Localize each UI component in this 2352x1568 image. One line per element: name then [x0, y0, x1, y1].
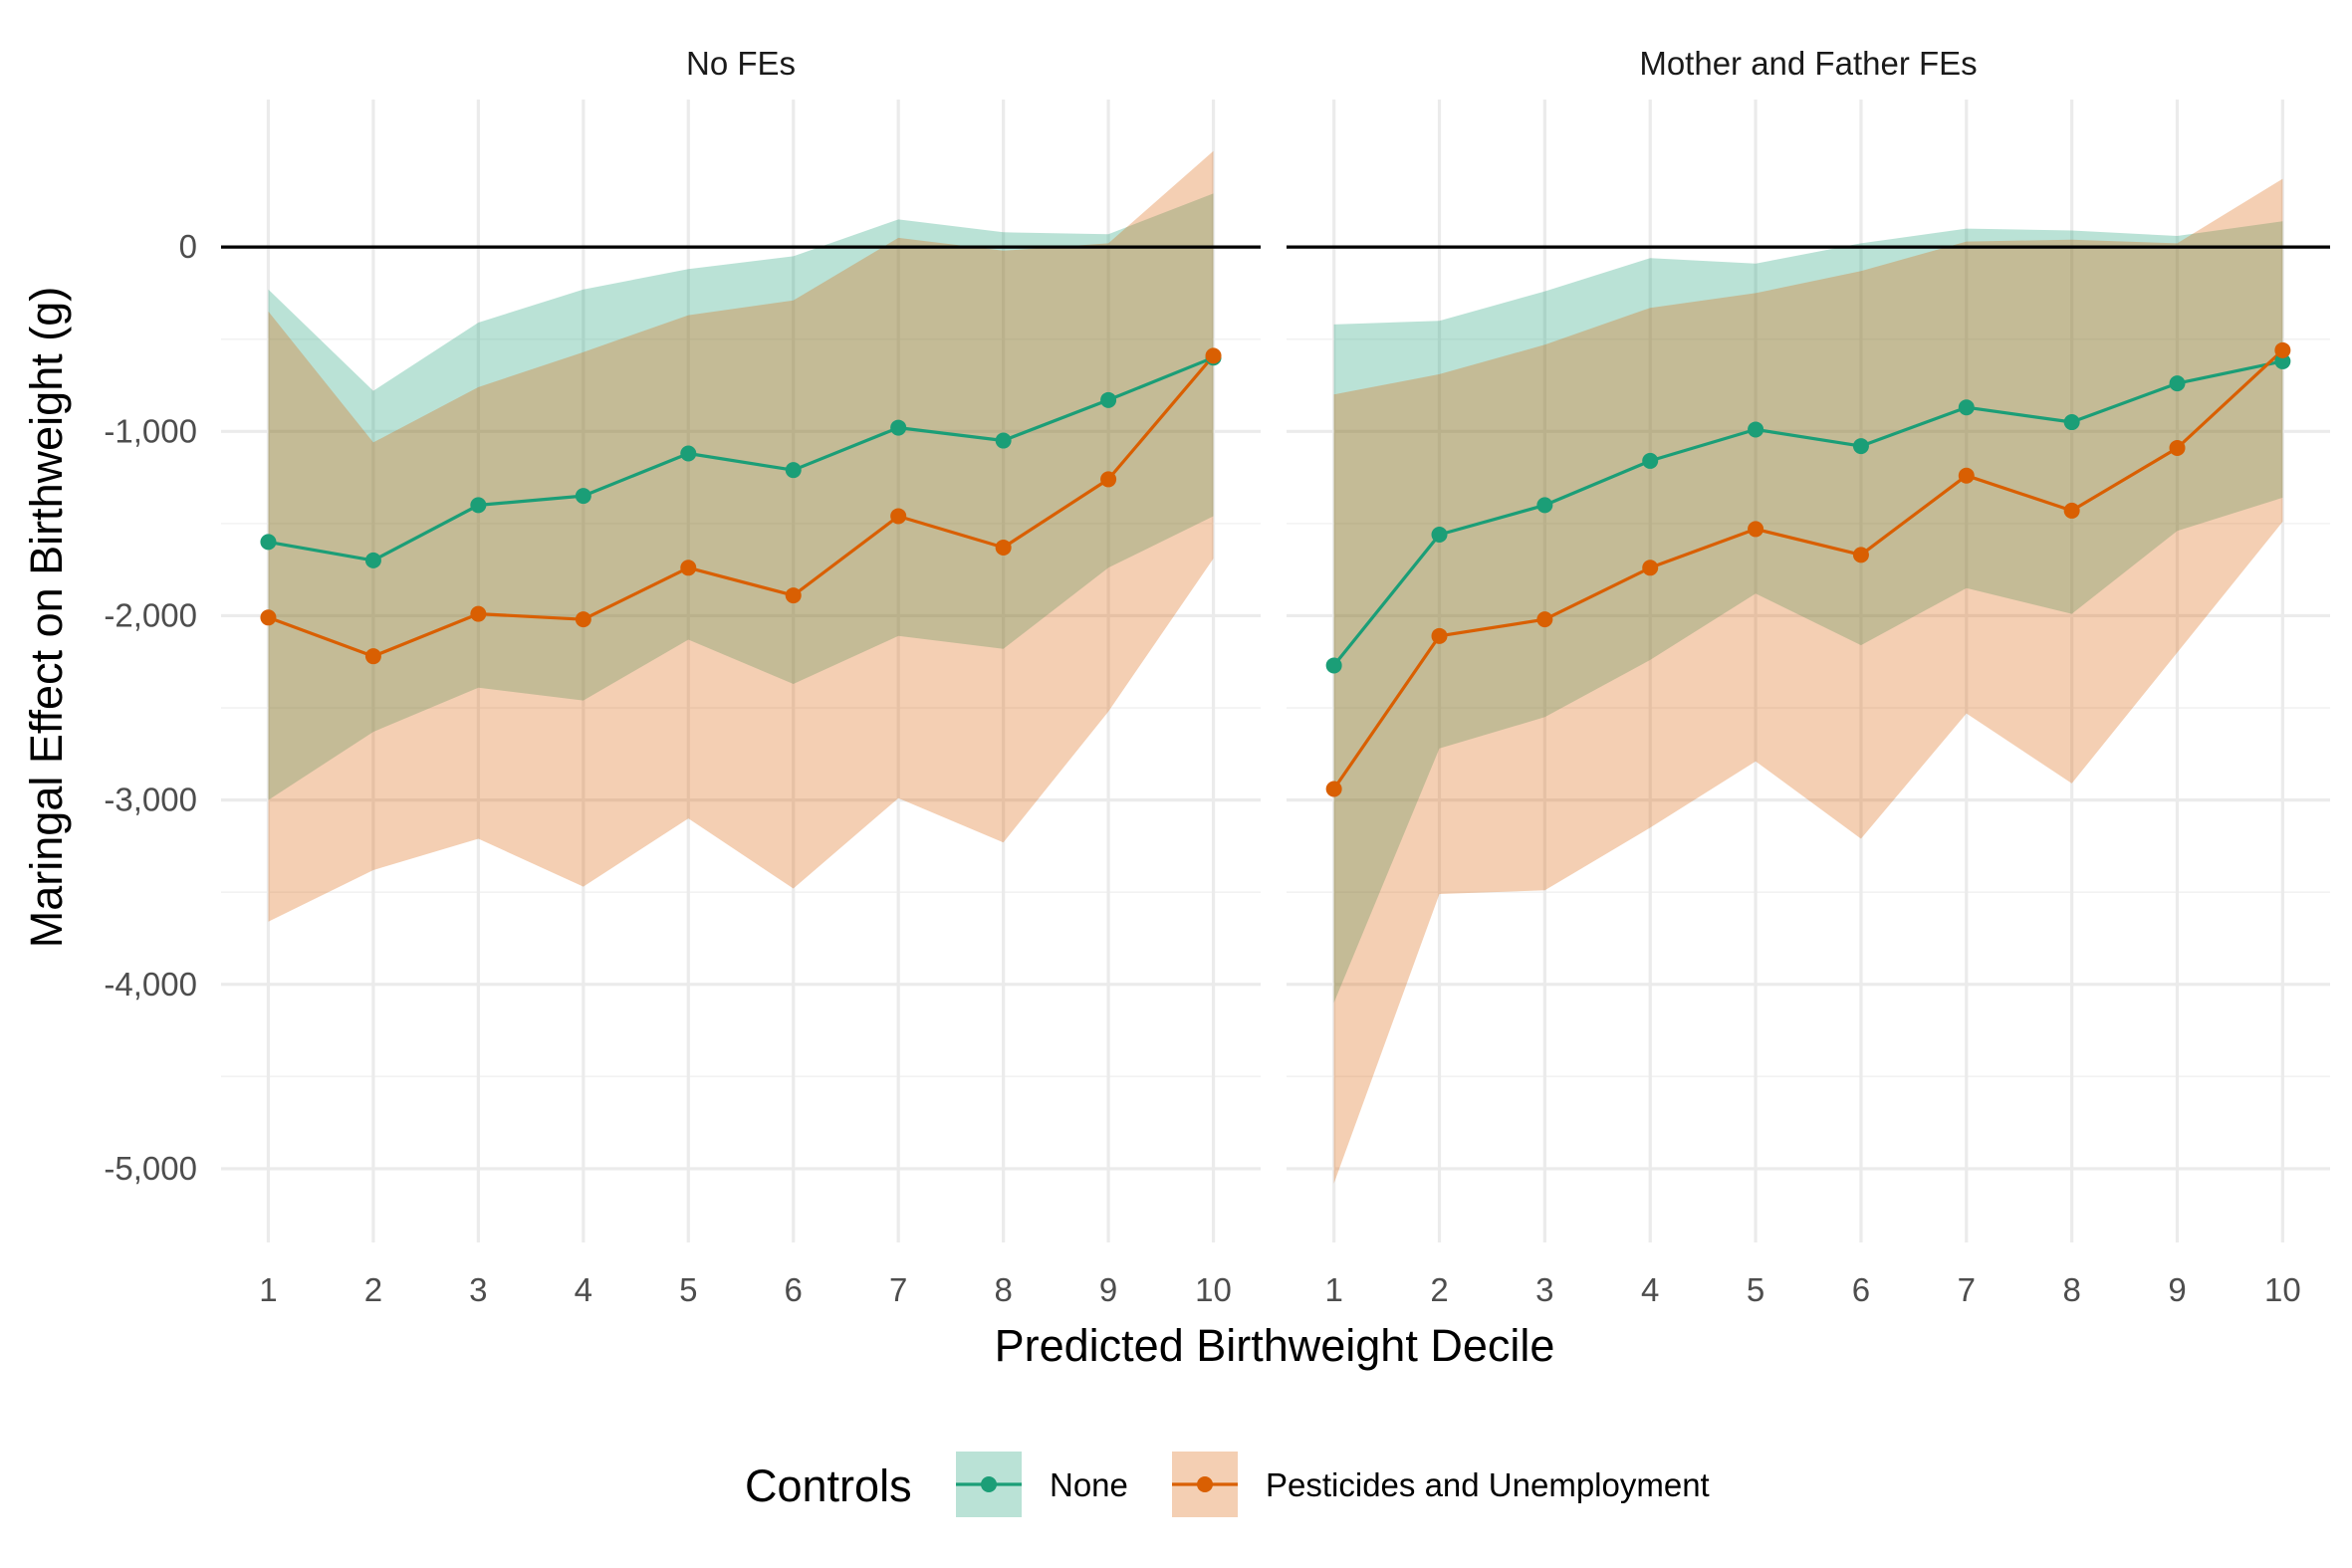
data-point-none	[1748, 421, 1764, 438]
ribbon-none	[268, 193, 1214, 800]
data-point-none	[1642, 452, 1659, 469]
x-tick-label: 4	[1641, 1271, 1659, 1308]
x-tick-label: 8	[2062, 1271, 2080, 1308]
x-tick-label: 5	[679, 1271, 697, 1308]
y-tick-label: -5,000	[104, 1150, 197, 1187]
x-tick-label: 3	[1535, 1271, 1553, 1308]
data-point-none	[470, 497, 487, 514]
data-point-pesticides-and-unemployment	[680, 560, 697, 576]
x-tick-label: 3	[469, 1271, 487, 1308]
y-axis-ticks: 0 -1,000 -2,000 -3,000 -4,000 -5,000	[104, 228, 197, 1187]
data-point-none	[1325, 657, 1342, 674]
x-tick-label: 6	[785, 1271, 803, 1308]
data-point-pesticides-and-unemployment	[2063, 502, 2080, 519]
data-point-pesticides-and-unemployment	[1100, 471, 1117, 488]
x-tick-label: 8	[994, 1271, 1012, 1308]
legend-key-pesticides	[1172, 1452, 1238, 1517]
x-tick-label: 9	[1099, 1271, 1117, 1308]
data-point-none	[260, 534, 277, 551]
legend-label-pesticides: Pesticides and Unemployment	[1266, 1466, 1710, 1503]
series-line-pesticides-and-unemployment	[1332, 348, 2284, 790]
data-point-none	[1536, 497, 1553, 514]
data-point-none	[785, 462, 802, 479]
data-point-none	[2063, 414, 2080, 431]
panel-title: No FEs	[686, 45, 796, 82]
x-tick-label: 7	[1958, 1271, 1976, 1308]
data-point-pesticides-and-unemployment	[1642, 560, 1659, 576]
data-point-none	[1852, 438, 1869, 455]
data-point-none	[890, 419, 907, 436]
ribbon-pesticides-and-unemployment	[268, 150, 1214, 922]
x-tick-label: 10	[1195, 1271, 1232, 1308]
data-point-pesticides-and-unemployment	[1325, 781, 1342, 797]
data-point-none	[2274, 352, 2291, 369]
data-point-pesticides-and-unemployment	[1748, 521, 1764, 538]
data-point-pesticides-and-unemployment	[575, 611, 591, 628]
data-point-pesticides-and-unemployment	[2274, 341, 2291, 358]
legend-key-pesticides-point	[1197, 1476, 1213, 1492]
data-point-pesticides-and-unemployment	[1431, 627, 1448, 644]
y-axis-title: Maringal Effect on Birthweight (g)	[21, 287, 72, 948]
x-tick-label: 1	[259, 1271, 277, 1308]
legend-label-none: None	[1050, 1466, 1128, 1503]
x-tick-label: 10	[2264, 1271, 2301, 1308]
data-point-pesticides-and-unemployment	[785, 587, 802, 604]
data-point-pesticides-and-unemployment	[1958, 467, 1975, 484]
x-tick-label: 2	[1430, 1271, 1448, 1308]
x-tick-label: 9	[2168, 1271, 2186, 1308]
series-line-none	[268, 355, 1215, 562]
data-point-pesticides-and-unemployment	[890, 508, 907, 525]
data-point-none	[995, 432, 1012, 449]
ribbon-pesticides-and-unemployment	[1333, 178, 2283, 1184]
x-tick-label: 7	[889, 1271, 907, 1308]
legend-key-none	[956, 1452, 1022, 1517]
legend-title: Controls	[745, 1460, 912, 1511]
y-tick-label: -1,000	[104, 412, 197, 449]
y-tick-label: -3,000	[104, 782, 197, 818]
x-tick-label: 5	[1747, 1271, 1764, 1308]
data-point-none	[575, 488, 591, 505]
ribbon-none	[1333, 221, 2283, 1004]
data-point-pesticides-and-unemployment	[2169, 439, 2186, 456]
series-line-none	[1332, 359, 2283, 667]
data-point-none	[1431, 526, 1448, 543]
data-point-none	[1100, 391, 1117, 408]
panel-mother-father-fes: Mother and Father FEs 1 2 3 4 5 6 7 8 9 10	[1287, 45, 2330, 1308]
data-point-none	[2169, 375, 2186, 392]
x-tick-label: 2	[364, 1271, 382, 1308]
legend-key-none-point	[981, 1476, 997, 1492]
x-tick-label: 1	[1324, 1271, 1342, 1308]
data-point-pesticides-and-unemployment	[470, 605, 487, 622]
data-point-pesticides-and-unemployment	[1205, 347, 1222, 364]
x-tick-label: 6	[1852, 1271, 1870, 1308]
y-tick-label: 0	[179, 228, 197, 265]
legend: Controls None Pesticides and Unemploymen…	[745, 1452, 1710, 1517]
data-point-pesticides-and-unemployment	[1852, 547, 1869, 563]
data-point-pesticides-and-unemployment	[995, 539, 1012, 556]
y-tick-label: -2,000	[104, 596, 197, 633]
data-point-pesticides-and-unemployment	[364, 648, 381, 665]
x-axis-title: Predicted Birthweight Decile	[995, 1320, 1555, 1371]
x-tick-label: 4	[575, 1271, 592, 1308]
data-point-pesticides-and-unemployment	[260, 609, 277, 626]
data-point-pesticides-and-unemployment	[1536, 611, 1553, 628]
panel-title: Mother and Father FEs	[1639, 45, 1977, 82]
series-line-pesticides-and-unemployment	[267, 354, 1215, 658]
y-tick-label: -4,000	[104, 966, 197, 1003]
panel-no-fes: No FEs 1 2 3 4 5 6 7 8 9 10	[221, 45, 1261, 1308]
data-point-none	[680, 445, 697, 462]
data-point-none	[364, 552, 381, 568]
data-point-none	[1958, 399, 1975, 416]
